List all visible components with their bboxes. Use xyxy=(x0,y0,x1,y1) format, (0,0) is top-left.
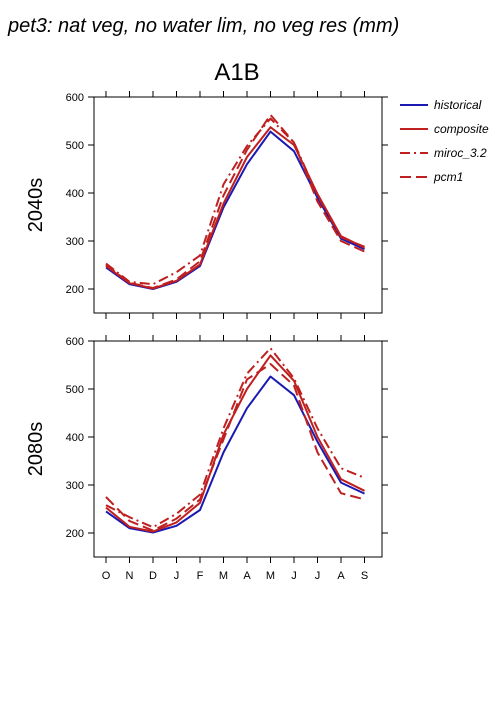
y-tick-label: 400 xyxy=(66,188,84,200)
y-tick-label: 300 xyxy=(66,236,84,248)
panel-2040s-series xyxy=(105,113,365,290)
y-tick-label: 400 xyxy=(66,432,84,444)
x-tick-label: F xyxy=(197,570,204,582)
legend-label: composite xyxy=(434,122,489,136)
panel-2080s: 2080s 200 300 400 500 600 xyxy=(25,335,388,563)
x-tick-label: J xyxy=(174,570,180,582)
x-tick-label: N xyxy=(126,570,134,582)
legend-label: pcm1 xyxy=(433,170,463,184)
x-tick-label: J xyxy=(315,570,321,582)
y-tick-label: 500 xyxy=(66,384,84,396)
series-line-miroc-3-2 xyxy=(105,347,365,529)
series-line-pcm1 xyxy=(105,113,365,289)
panel-2040s: 2040s 200 300 400 500 600 xyxy=(25,91,388,319)
x-tick-label: J xyxy=(291,570,297,582)
series-line-pcm1 xyxy=(105,363,365,532)
row-label-2040s: 2040s xyxy=(25,178,47,233)
panel-2080s-series xyxy=(105,347,365,534)
y-tick-label: 200 xyxy=(66,528,84,540)
x-tick-label: S xyxy=(361,570,368,582)
series-line-miroc-3-2 xyxy=(105,117,365,286)
x-tick-label: D xyxy=(149,570,157,582)
scenario-title: A1B xyxy=(214,59,259,86)
legend-label: miroc_3.2 xyxy=(434,146,487,160)
y-tick-label: 200 xyxy=(66,284,84,296)
x-tick-label: O xyxy=(102,570,111,582)
y-tick-label: 600 xyxy=(66,336,84,348)
y-tick-label: 300 xyxy=(66,480,84,492)
x-tick-label: M xyxy=(219,570,228,582)
panel-2080s-ticks: 200 300 400 500 600 xyxy=(66,335,388,563)
y-tick-label: 600 xyxy=(66,92,84,104)
panel-2080s-frame xyxy=(93,340,383,558)
panel-2040s-ticks: 200 300 400 500 600 xyxy=(66,91,388,319)
y-tick-label: 500 xyxy=(66,140,84,152)
legend: historical composite miroc_3.2 pcm1 xyxy=(400,98,489,184)
panel-2040s-frame xyxy=(93,96,383,314)
x-tick-label: A xyxy=(337,570,345,582)
x-tick-label: M xyxy=(266,570,275,582)
legend-label: historical xyxy=(434,98,482,112)
main-title: pet3: nat veg, no water lim, no veg res … xyxy=(7,15,399,37)
row-label-2080s: 2080s xyxy=(25,422,47,477)
x-tick-label: A xyxy=(243,570,251,582)
